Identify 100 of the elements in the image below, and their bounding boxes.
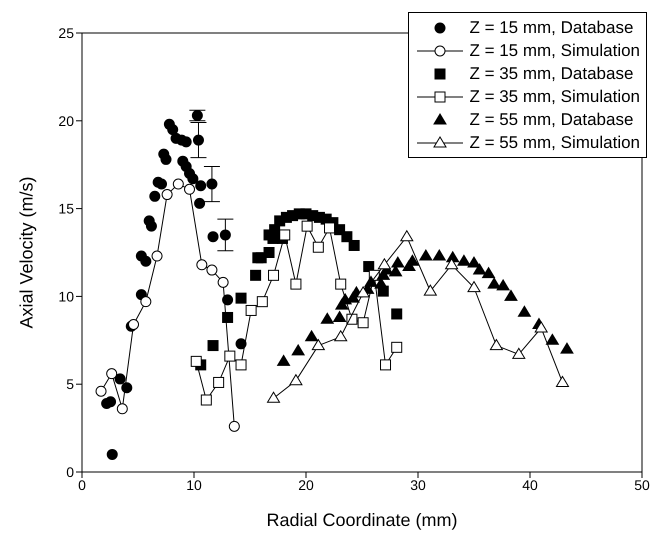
- y-tick-label: 15: [58, 200, 74, 217]
- point: [267, 392, 280, 403]
- point: [302, 220, 313, 232]
- point: [312, 242, 324, 253]
- x-tick-label: 10: [186, 476, 202, 493]
- point: [490, 339, 503, 350]
- point: [140, 296, 152, 308]
- point: [152, 250, 163, 262]
- point: [218, 276, 229, 288]
- point: [250, 270, 262, 281]
- point: [406, 254, 419, 266]
- point: [289, 374, 302, 386]
- point: [391, 256, 404, 268]
- x-tick-label: 40: [522, 476, 538, 493]
- point: [246, 304, 257, 316]
- point: [220, 229, 231, 240]
- point: [473, 264, 486, 275]
- point: [335, 278, 346, 290]
- point: [190, 356, 202, 367]
- point: [424, 284, 437, 296]
- y-tick-label: 10: [58, 288, 74, 304]
- point: [192, 134, 204, 146]
- point: [162, 189, 173, 200]
- point: [195, 180, 206, 192]
- x-tick-label: 20: [298, 476, 314, 493]
- point: [468, 281, 480, 292]
- point: [333, 310, 346, 322]
- point: [356, 286, 370, 298]
- point: [468, 256, 480, 268]
- x-tick-label: 30: [410, 476, 426, 493]
- point: [534, 322, 548, 333]
- point: [105, 396, 116, 408]
- point: [236, 338, 247, 350]
- legend-label: Z = 15 mm, Simulation: [469, 40, 640, 60]
- point: [140, 256, 152, 267]
- point: [312, 339, 325, 350]
- point: [96, 386, 107, 397]
- point: [222, 294, 234, 306]
- point: [160, 154, 172, 165]
- point: [391, 342, 402, 353]
- point: [482, 267, 496, 278]
- point: [156, 178, 168, 190]
- point: [187, 173, 198, 184]
- point: [114, 373, 126, 384]
- point: [496, 279, 510, 290]
- point: [391, 308, 402, 320]
- point: [208, 340, 219, 352]
- point: [324, 222, 336, 234]
- point: [206, 264, 218, 276]
- point: [184, 184, 196, 195]
- point: [264, 247, 275, 258]
- point: [378, 258, 391, 270]
- point: [457, 254, 470, 266]
- point: [374, 278, 388, 289]
- x-axis-title: Radial Coordinate (mm): [266, 510, 458, 530]
- point: [348, 240, 360, 251]
- legend-label: Z = 55 mm, Database: [469, 110, 634, 130]
- point: [194, 198, 206, 209]
- y-tick-label: 5: [66, 376, 74, 392]
- point: [236, 359, 247, 370]
- point: [106, 368, 118, 380]
- point: [224, 350, 236, 362]
- legend-label: Z = 35 mm, Simulation: [469, 86, 640, 106]
- legend-label: Z = 55 mm, Simulation: [469, 132, 640, 152]
- point: [196, 259, 208, 270]
- legend-label: Z = 35 mm, Database: [469, 64, 634, 84]
- point: [292, 344, 305, 356]
- x-tick-label: 0: [78, 476, 86, 493]
- point: [222, 312, 234, 323]
- point: [320, 312, 334, 324]
- point: [432, 250, 446, 261]
- point: [172, 178, 184, 190]
- point: [358, 317, 369, 328]
- point: [341, 231, 352, 242]
- point: [208, 231, 219, 242]
- point: [338, 293, 352, 304]
- point: [268, 270, 280, 281]
- point: [206, 178, 218, 190]
- point: [277, 354, 290, 366]
- point: [256, 296, 268, 308]
- point: [305, 330, 318, 342]
- y-tick-label: 25: [58, 24, 74, 41]
- y-tick-label: 20: [58, 112, 74, 129]
- point: [556, 376, 569, 387]
- point: [228, 420, 240, 432]
- point: [149, 190, 160, 202]
- point: [419, 250, 432, 261]
- point: [363, 261, 374, 272]
- point: [128, 318, 140, 330]
- y-tick-label: 0: [66, 464, 74, 480]
- x-tick-label: 50: [634, 476, 650, 493]
- point: [213, 376, 224, 388]
- point: [192, 110, 203, 122]
- point: [546, 334, 559, 345]
- point: [116, 403, 128, 414]
- point: [236, 292, 247, 304]
- legend-label: Z = 15 mm, Database: [469, 18, 634, 38]
- point: [504, 290, 518, 301]
- point: [380, 359, 392, 370]
- point: [518, 306, 531, 317]
